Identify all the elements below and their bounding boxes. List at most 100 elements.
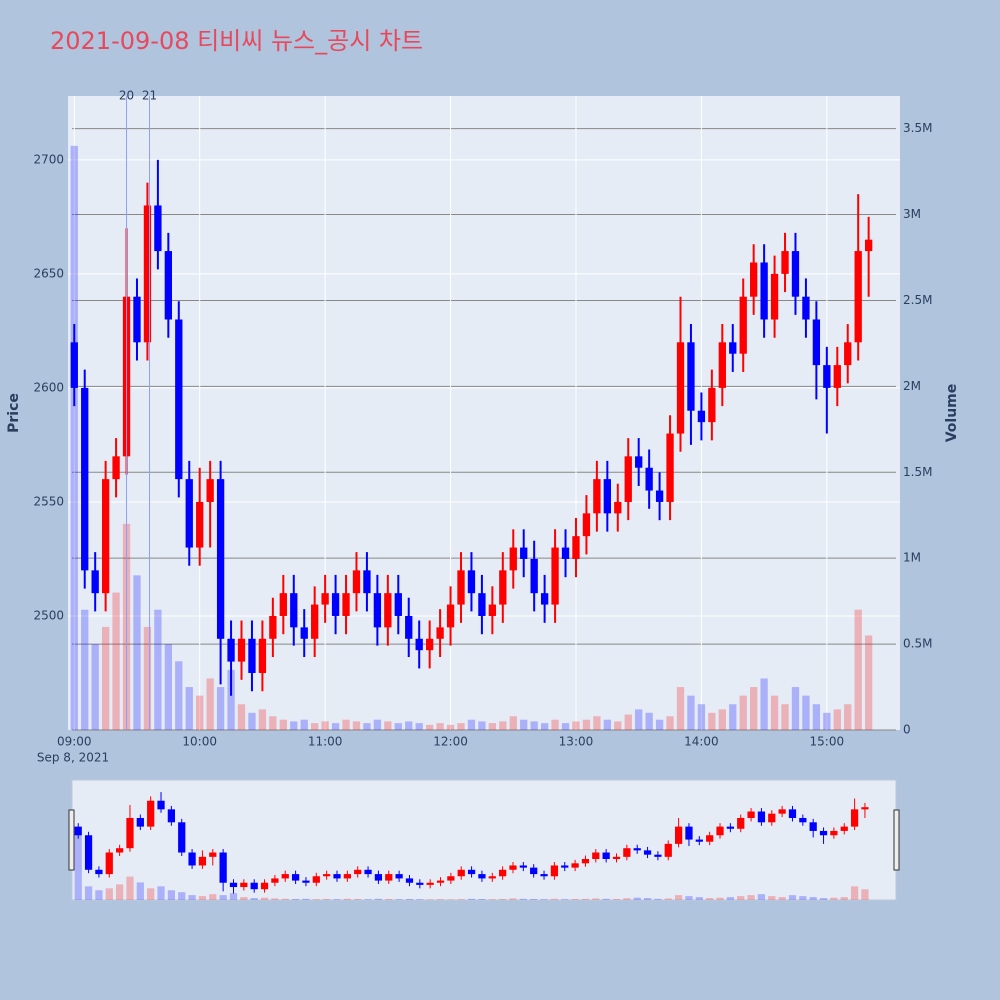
candle-body [154,205,162,252]
candle-body [405,615,413,639]
slider-volume-bar [737,896,745,900]
slider-volume-bar [250,898,258,900]
volume-bar [718,709,726,730]
volume-bar [352,721,361,730]
candle-body [582,513,591,537]
candle-body [551,547,559,605]
candle-body [833,365,841,388]
volume-bar [739,695,747,730]
slider-candle-body [633,848,641,851]
slider-volume-bar [219,895,227,900]
volume-bar [415,723,423,730]
slider-volume-bar [209,894,217,900]
candle-body [363,570,371,594]
slider-volume-bar [830,897,838,900]
candle-body [791,251,800,297]
slider-volume-bar [302,898,310,900]
volume-bar [729,704,737,730]
slider-candle-body [302,880,310,883]
slider-candle-body [530,867,538,875]
candle-body [530,558,538,594]
candle-body [196,501,204,548]
y2-tick-label: 3M [903,207,921,221]
candle-body [321,593,329,605]
candle-body [101,479,110,594]
y2-tick-label: 1.5M [903,465,932,479]
volume-bar [101,626,110,730]
volume-bar [279,719,287,730]
slider-candle-body [178,822,186,853]
volume-bar [823,712,831,730]
volume-bar [164,644,172,730]
volume-bar [206,678,214,730]
slider-volume-bar [768,896,776,900]
volume-bar [708,712,716,730]
volume-bar [112,592,120,730]
slider-volume-bar [519,898,527,900]
candle-body [446,604,455,628]
slider-handle[interactable] [893,809,900,871]
volume-bar [593,716,601,730]
slider-volume-bar [271,898,279,900]
candle-body [614,501,622,514]
slider-candle-body [333,874,341,879]
x-date-label: Sep 8, 2021 [37,751,109,765]
candle-body [593,479,601,514]
slider-volume-bar [509,898,517,900]
volume-bar [520,719,528,730]
candle-body [540,593,549,605]
slider-candle-body [478,874,486,879]
candle-body [279,593,287,616]
slider-volume-bar [488,899,496,900]
slider-volume-bar [861,889,869,900]
slider-volume-bar [788,895,797,900]
slider-volume-bar [312,899,320,900]
candle-body [603,479,611,514]
slider-volume-bar [229,893,238,900]
volume-bar [750,687,758,730]
slider-volume-bar [447,899,455,900]
slider-candle-body [364,869,372,875]
slider-candle-body [74,826,82,836]
y2-tick-label: 1M [903,551,921,565]
slider-candle-body [136,817,144,827]
range-slider[interactable] [71,779,897,901]
slider-candle-body [219,852,227,883]
slider-handle[interactable] [68,809,75,871]
volume-bar [311,723,319,730]
volume-bar [540,723,549,730]
slider-volume-bar [540,899,548,900]
slider-volume-bar [706,898,714,900]
volume-bar [760,678,768,730]
candle-body [729,342,737,354]
slider-volume-bar [499,899,507,900]
y-tick-label: 2550 [33,494,64,508]
volume-bar [227,669,235,730]
candle-body [394,593,402,616]
candle-body [488,604,497,616]
volume-bar [844,704,852,730]
volume-bar [467,719,476,730]
slider-candle-body [757,811,766,823]
slider-candle-body [323,874,331,877]
candle-body [81,387,89,571]
slider-volume-bar [592,898,600,900]
slider-candle-body [799,817,807,823]
x-tick-label: 09:00 [57,735,92,749]
slider-volume-bar [281,898,289,900]
slider-volume-bar [571,899,579,900]
candle-body [624,456,632,502]
slider-volume-bar [819,898,828,900]
chart-title: 2021-09-08 티비씨 뉴스_공시 차트 [50,27,423,55]
y2-tick-label: 2.5M [903,293,932,307]
candle-body [373,593,382,628]
candle-body [697,410,706,423]
volume-bar [791,687,800,730]
volume-bar [676,687,685,730]
slider-candle-body [788,809,797,818]
slider-volume-bar [478,899,486,900]
candle-body [770,273,779,320]
slider-volume-bar [623,898,631,900]
slider-volume-bar [147,888,155,900]
slider-volume-bar [74,833,82,900]
